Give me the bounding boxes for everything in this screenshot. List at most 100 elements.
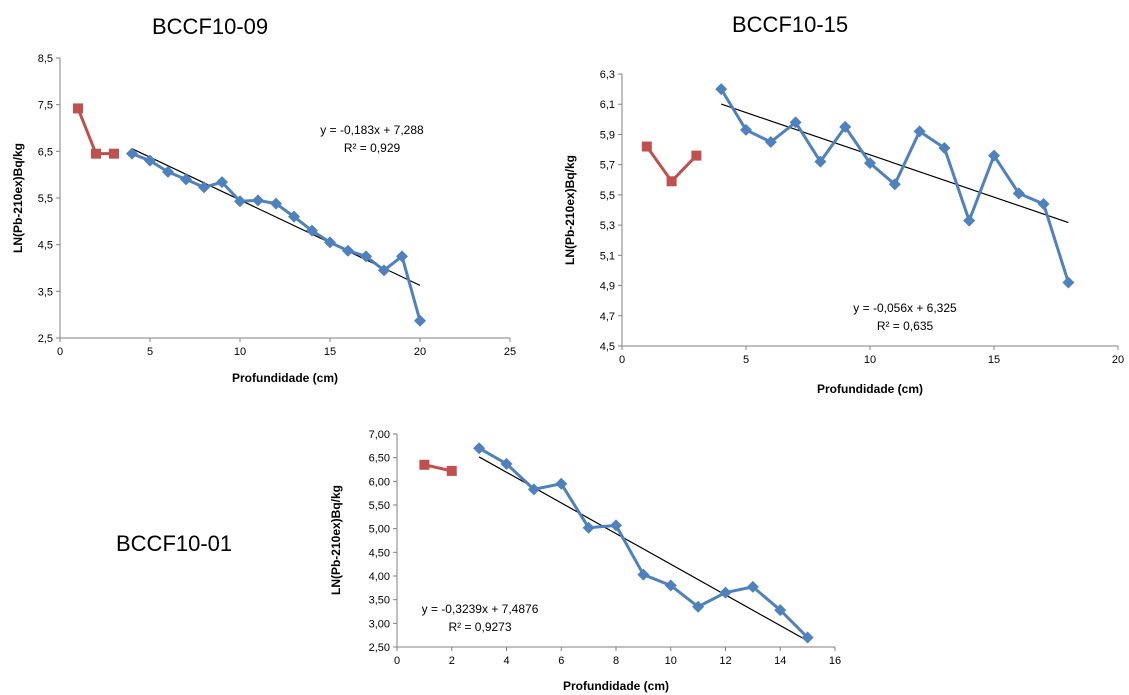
y-tick-label: 5,50 [369, 500, 390, 512]
y-tick-label: 4,5 [600, 341, 615, 353]
y-tick-label: 4,5 [38, 240, 53, 252]
x-tick-label: 25 [504, 346, 516, 358]
data-point-diamond [963, 214, 976, 227]
x-tick-label: 6 [558, 655, 564, 667]
data-point-diamond [324, 236, 336, 249]
data-point-diamond [500, 457, 513, 470]
y-tick-label: 6,1 [600, 99, 615, 111]
y-tick-label: 4,50 [369, 547, 390, 559]
data-point-diamond [216, 176, 228, 189]
data-point-diamond [555, 477, 568, 490]
y-tick-label: 5,00 [369, 524, 390, 536]
data-point-square [419, 459, 430, 470]
y-tick-label: 4,00 [369, 571, 390, 583]
x-tick-label: 2 [449, 655, 455, 667]
data-point-diamond [306, 224, 318, 237]
y-tick-label: 2,5 [38, 333, 53, 345]
data-point-diamond [396, 250, 408, 263]
data-point-diamond [270, 197, 282, 210]
y-tick-label: 3,00 [369, 618, 390, 630]
data-point-diamond [637, 568, 650, 581]
trendline [721, 103, 1069, 224]
y-tick-label: 3,50 [369, 595, 390, 607]
y-tick-label: 6,00 [369, 476, 390, 488]
y-tick-label: 4,7 [600, 311, 615, 323]
x-tick-label: 14 [774, 655, 786, 667]
data-point-diamond [288, 210, 300, 223]
data-point-diamond [360, 250, 372, 263]
series-line-1 [131, 152, 422, 322]
x-axis-label: Profundidade (cm) [232, 371, 338, 385]
x-tick-label: 10 [234, 346, 246, 358]
chart-title-bccf10-09: BCCF10-09 [152, 14, 269, 39]
data-point-diamond [234, 195, 246, 208]
x-tick-label: 20 [1112, 354, 1124, 366]
trendline-equation: y = -0,3239x + 7,4876 [422, 602, 539, 616]
chart-bccf10-15: 4,54,74,95,15,35,55,75,96,16,3 0 5 10 15 20 … [563, 69, 1124, 396]
x-tick-label: 15 [988, 354, 1000, 366]
x-tick-label: 4 [503, 655, 509, 667]
data-point-diamond [1037, 197, 1050, 210]
x-tick-label: 5 [147, 346, 153, 358]
data-point-diamond [180, 173, 192, 186]
data-point-diamond [888, 178, 901, 191]
data-point-diamond [378, 264, 390, 277]
y-tick-label: 5,3 [600, 220, 615, 232]
data-point-diamond [582, 521, 595, 534]
data-point-square [73, 103, 83, 114]
data-point-diamond [988, 149, 1000, 162]
y-tick-label: 5,9 [600, 129, 615, 141]
data-point-diamond [692, 600, 705, 613]
x-axis-label: Profundidade (cm) [817, 382, 923, 396]
data-point-diamond [740, 123, 752, 136]
trendline-r2: R² = 0,9273 [448, 620, 511, 634]
y-tick-label: 4,9 [600, 281, 615, 293]
data-point-diamond [789, 116, 802, 129]
data-point-diamond [764, 136, 777, 148]
data-point-square [666, 176, 677, 187]
trendline-r2: R² = 0,929 [344, 141, 401, 155]
data-point-diamond [864, 157, 876, 170]
data-point-diamond [342, 244, 354, 257]
data-point-diamond [774, 604, 787, 617]
y-tick-label: 6,50 [369, 453, 390, 465]
x-tick-label: 0 [57, 346, 63, 358]
data-point-diamond [719, 586, 732, 599]
y-axis-label: LN(Pb-210ex)Bq/kg [11, 143, 25, 253]
x-tick-label: 5 [743, 354, 749, 366]
y-tick-label: 6,3 [600, 69, 615, 81]
chart-bccf10-09: 2,5 3,5 4,5 5,5 6,5 7,5 8,5 0 5 10 15 20 25 y = -0,… [11, 53, 516, 385]
data-point-diamond [938, 142, 951, 155]
series-line-0 [645, 145, 698, 183]
data-point-diamond [610, 519, 622, 532]
chart-bccf10-01: 2,50 3,00 3,50 4,00 4,50 5,00 5,50 6,00 6,50 7,00… [329, 429, 841, 693]
y-axis-label: LN(Pb-210ex)Bq/kg [563, 155, 577, 265]
y-tick-label: 2,50 [369, 642, 390, 654]
data-point-diamond [144, 154, 156, 167]
data-point-diamond [414, 314, 426, 327]
y-tick-label: 5,1 [600, 250, 615, 262]
data-point-diamond [839, 120, 852, 133]
y-tick-label: 6,5 [38, 146, 53, 158]
chart-title-bccf10-15: BCCF10-15 [732, 12, 849, 37]
x-tick-label: 10 [864, 354, 876, 366]
data-point-diamond [198, 181, 210, 194]
data-point-diamond [252, 194, 264, 207]
x-tick-label: 0 [394, 655, 400, 667]
data-point-diamond [527, 483, 540, 496]
trendline-equation: y = -0,056x + 6,325 [853, 301, 957, 315]
y-tick-label: 5,7 [600, 160, 615, 172]
y-tick-label: 5,5 [600, 190, 615, 202]
y-tick-label: 8,5 [38, 53, 53, 65]
series-line-0 [76, 107, 114, 156]
y-axis-label: LN(Pb-210ex)Bq/kg [329, 485, 343, 595]
data-point-diamond [126, 147, 138, 160]
trendline-r2: R² = 0,635 [877, 319, 934, 333]
data-point-diamond [664, 579, 677, 592]
data-point-square [109, 148, 119, 159]
x-tick-label: 0 [619, 354, 625, 366]
data-point-diamond [746, 580, 759, 593]
data-point-square [91, 148, 101, 159]
data-point-diamond [1012, 187, 1025, 200]
data-point-diamond [801, 631, 814, 644]
